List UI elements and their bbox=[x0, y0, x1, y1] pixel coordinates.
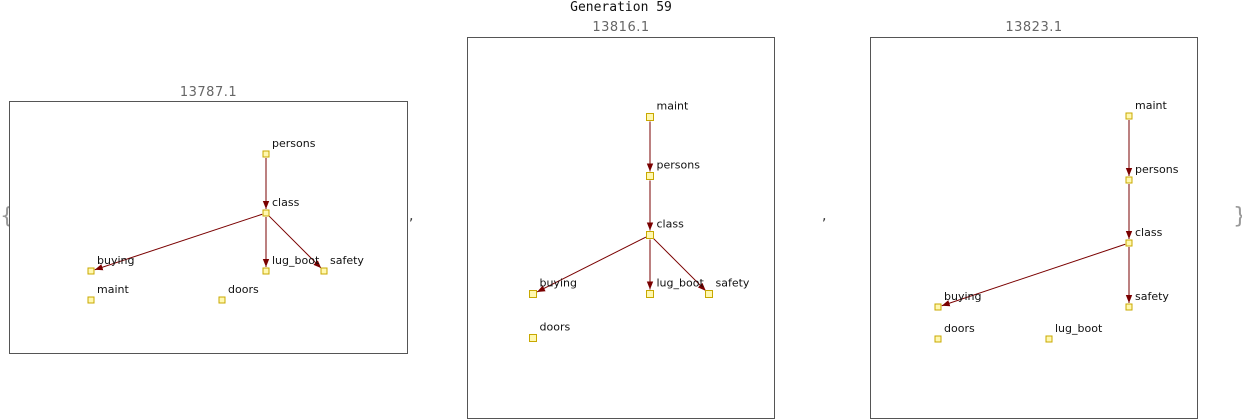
panel-3-score: 13823.1 bbox=[1005, 20, 1063, 35]
node-label-buying: buying bbox=[944, 290, 981, 303]
edge-class-to-buying bbox=[94, 213, 263, 271]
node-label-persons: persons bbox=[1135, 163, 1179, 176]
node-maint bbox=[87, 296, 95, 304]
node-label-doors: doors bbox=[228, 283, 259, 296]
node-label-maint: maint bbox=[657, 100, 689, 113]
node-label-class: class bbox=[272, 196, 300, 209]
node-label-buying: buying bbox=[97, 254, 134, 267]
node-label-lug_boot: lug_boot bbox=[657, 277, 705, 290]
node-safety bbox=[320, 267, 328, 275]
node-buying bbox=[87, 267, 95, 275]
node-persons bbox=[262, 150, 270, 158]
node-lug_boot bbox=[646, 290, 654, 298]
node-label-doors: doors bbox=[540, 321, 571, 334]
node-label-lug_boot: lug_boot bbox=[1055, 322, 1103, 335]
node-persons bbox=[646, 172, 654, 180]
node-class bbox=[646, 231, 654, 239]
node-safety bbox=[705, 290, 713, 298]
separator-1: , bbox=[409, 208, 414, 224]
panel-1-svg: persons class buying lug_boot safety maint doo… bbox=[87, 137, 364, 304]
node-label-safety: safety bbox=[330, 254, 364, 267]
edge-class-to-safety bbox=[652, 237, 707, 292]
panel-2-graph: maint persons class buying lug_boot safety doo… bbox=[467, 37, 775, 419]
panel-2-score: 13816.1 bbox=[592, 20, 650, 35]
node-label-safety: safety bbox=[1135, 290, 1169, 303]
node-buying bbox=[529, 290, 537, 298]
node-label-safety: safety bbox=[716, 277, 750, 290]
edge-class-to-buying bbox=[941, 243, 1126, 307]
node-class bbox=[1125, 239, 1133, 247]
node-class bbox=[262, 209, 270, 217]
node-lug_boot bbox=[1045, 335, 1053, 343]
node-label-class: class bbox=[1135, 226, 1163, 239]
edge-class-to-buying bbox=[536, 236, 647, 293]
node-persons bbox=[1125, 176, 1133, 184]
node-maint bbox=[1125, 112, 1133, 120]
node-maint bbox=[646, 113, 654, 121]
panel-3-graph: maint persons class buying safety doors lug_bo… bbox=[870, 37, 1198, 419]
panel-2-svg: maint persons class buying lug_boot safety doo… bbox=[529, 100, 750, 342]
node-label-maint: maint bbox=[97, 283, 129, 296]
edge-class-to-safety bbox=[268, 215, 322, 269]
node-label-persons: persons bbox=[272, 137, 316, 150]
node-label-maint: maint bbox=[1135, 99, 1167, 112]
node-safety bbox=[1125, 303, 1133, 311]
node-label-class: class bbox=[657, 218, 685, 231]
panel-1-score: 13787.1 bbox=[179, 85, 238, 100]
node-doors bbox=[529, 334, 537, 342]
panel-1-graph: persons class buying lug_boot safety maint doo… bbox=[9, 101, 408, 354]
close-brace: } bbox=[1233, 204, 1242, 229]
node-label-doors: doors bbox=[944, 322, 975, 335]
node-doors bbox=[934, 335, 942, 343]
node-doors bbox=[218, 296, 226, 304]
node-label-buying: buying bbox=[540, 277, 577, 290]
panel-3-svg: maint persons class buying safety doors lug_bo… bbox=[934, 99, 1179, 343]
generation-title: Generation 59 bbox=[570, 0, 672, 15]
node-lug_boot bbox=[262, 267, 270, 275]
node-label-lug_boot: lug_boot bbox=[272, 254, 320, 267]
node-buying bbox=[934, 303, 942, 311]
node-label-persons: persons bbox=[657, 159, 701, 172]
separator-2: , bbox=[822, 208, 827, 224]
